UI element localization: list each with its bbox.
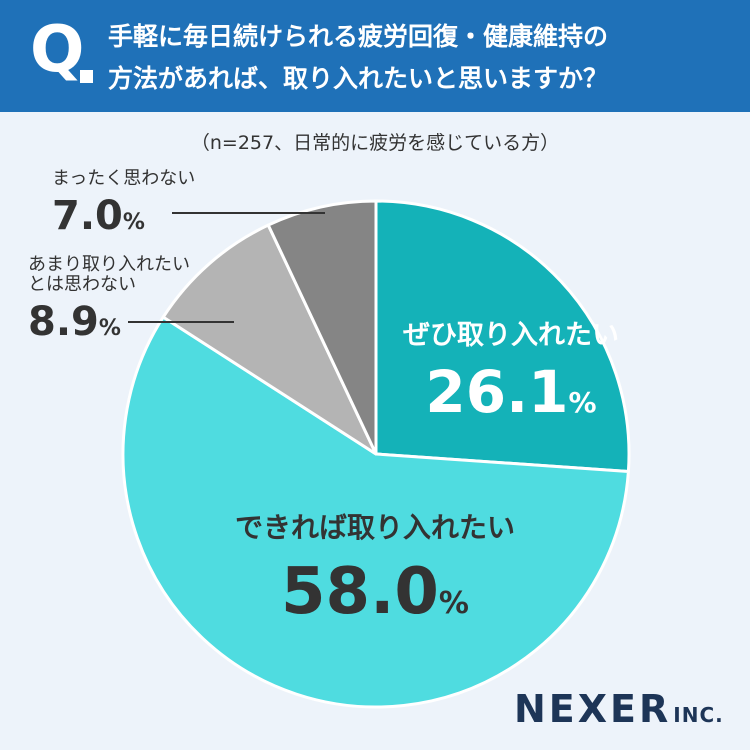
slice-if-possible <box>121 315 630 709</box>
logo-name: NEXER <box>514 687 672 731</box>
slice-label-not-really-line2: とは思わない <box>28 274 136 295</box>
label-not-really: あまり取り入れたい とは思わない 8.9% <box>28 254 190 345</box>
slice-not-really <box>161 223 378 456</box>
slice-not-at-all <box>266 199 378 456</box>
pie-slices <box>121 199 631 709</box>
slice-label-not-really-line1: あまり取り入れたい <box>28 254 190 275</box>
slice-label-if-possible: できれば取り入れたい <box>234 511 515 544</box>
slice-unit-not-at-all: % <box>122 210 145 235</box>
question-line-1: 手軽に毎日続けられる疲労回復・健康維持の <box>108 22 609 51</box>
question-line-2: 方法があれば、取り入れたいと思いますか？ <box>108 64 609 93</box>
label-definitely: ぜひ取り入れたい 26.1% <box>396 322 626 421</box>
question-header: Q 手軽に毎日続けられる疲労回復・健康維持の 方法があれば、取り入れたいと思いま… <box>0 0 750 112</box>
label-if-possible: できれば取り入れたい 58.0% <box>225 511 525 625</box>
slice-unit-if-possible: % <box>438 586 469 621</box>
logo-suffix: INC. <box>673 703 724 727</box>
q-mark: Q <box>30 13 85 87</box>
sample-note: （n=257、日常的に疲労を感じている方） <box>190 132 560 154</box>
slice-definitely <box>374 199 631 473</box>
q-dot <box>80 70 93 83</box>
slice-value-definitely: 26.1 <box>425 358 569 426</box>
nexer-logo: NEXER INC. <box>514 690 724 728</box>
slice-value-not-really: 8.9 <box>28 299 99 345</box>
slice-unit-not-really: % <box>98 316 121 341</box>
slice-unit-definitely: % <box>568 386 597 419</box>
slice-label-definitely: ぜひ取り入れたい <box>403 320 619 351</box>
label-not-at-all: まったく思わない 7.0% <box>52 168 196 239</box>
slice-label-not-at-all: まったく思わない <box>52 168 196 189</box>
slice-value-not-at-all: 7.0 <box>52 193 123 239</box>
slice-value-if-possible: 58.0 <box>281 555 439 629</box>
